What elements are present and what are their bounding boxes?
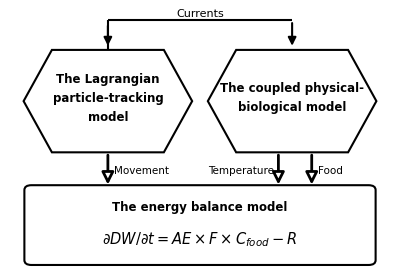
Text: Temperature: Temperature bbox=[208, 166, 274, 176]
Text: Currents: Currents bbox=[176, 9, 224, 18]
Polygon shape bbox=[24, 50, 192, 152]
FancyBboxPatch shape bbox=[24, 185, 376, 265]
Text: $\partial DW / \partial t = AE \times F \times C_{food} - R$: $\partial DW / \partial t = AE \times F … bbox=[102, 230, 298, 249]
Polygon shape bbox=[208, 50, 376, 152]
Text: Movement: Movement bbox=[114, 166, 169, 176]
Text: The energy balance model: The energy balance model bbox=[112, 201, 288, 214]
Text: The coupled physical-
biological model: The coupled physical- biological model bbox=[220, 82, 364, 114]
Text: Food: Food bbox=[318, 166, 342, 176]
Text: The Lagrangian
particle-tracking
model: The Lagrangian particle-tracking model bbox=[52, 73, 163, 124]
